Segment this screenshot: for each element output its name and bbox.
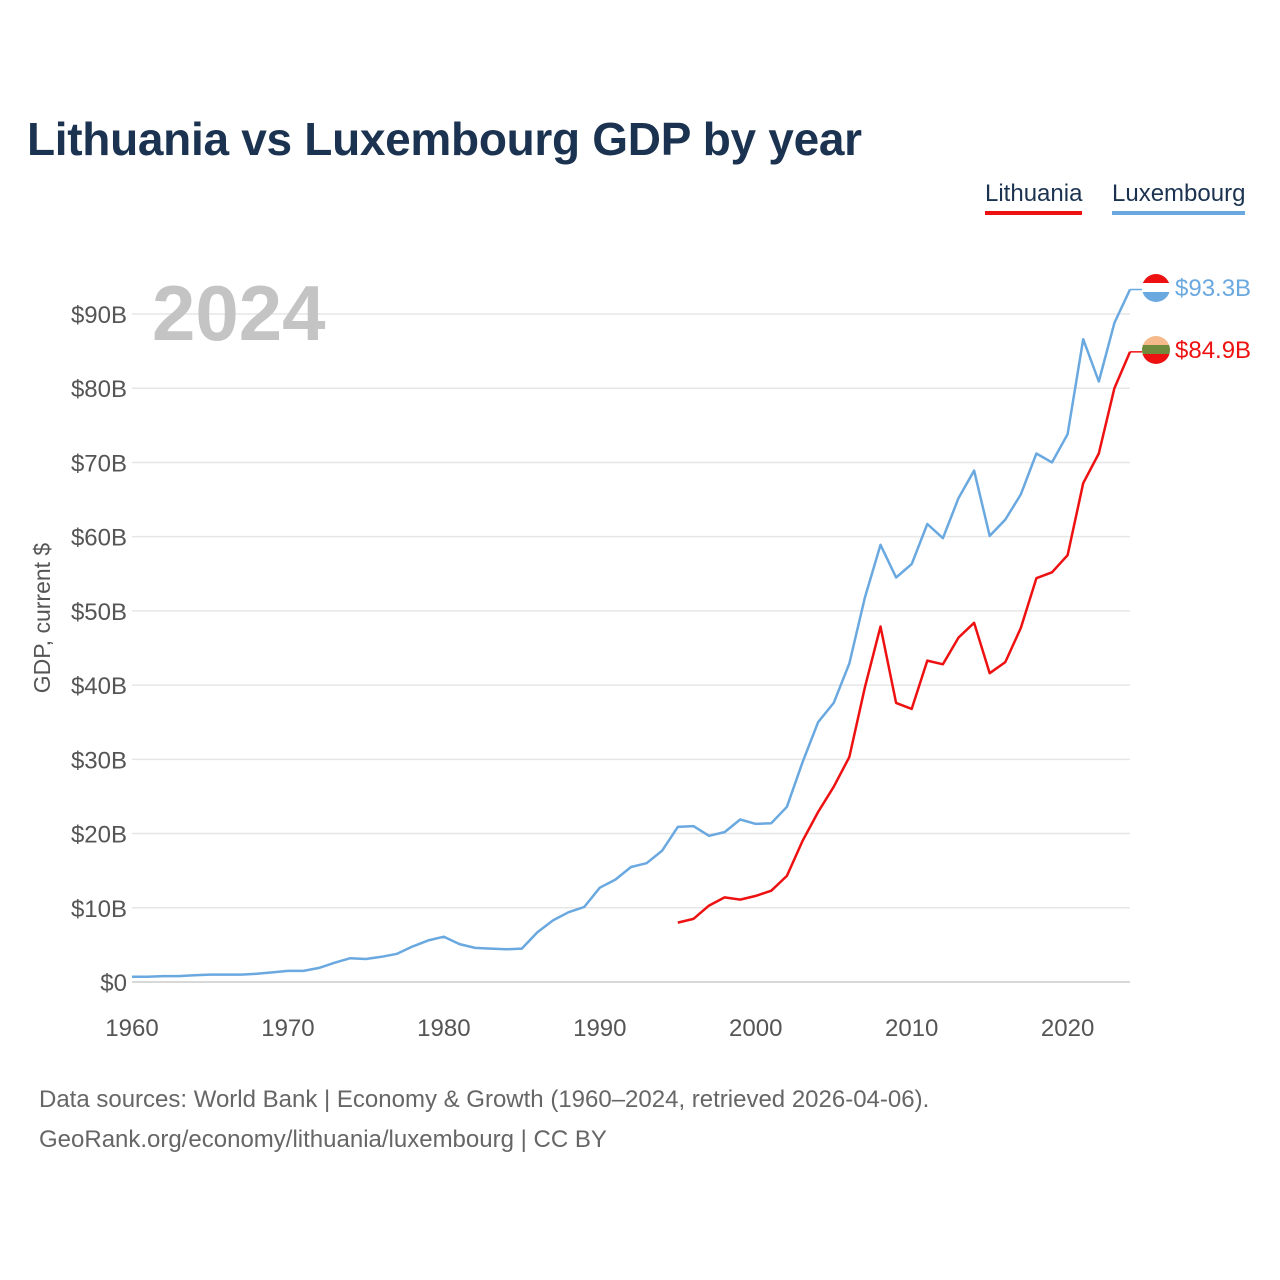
luxembourg-end-value: $93.3B xyxy=(1175,275,1251,302)
data-source-note: Data sources: World Bank | Economy & Gro… xyxy=(39,1086,930,1113)
gridlines xyxy=(132,313,1130,983)
series-line-luxembourg xyxy=(132,288,1132,979)
y-tick-label: $60B xyxy=(71,525,127,552)
credit-link[interactable]: GeoRank.org/economy/lithuania/luxembourg… xyxy=(39,1126,607,1153)
x-tick-label: 2000 xyxy=(729,1015,782,1042)
y-axis-title: GDP, current $ xyxy=(29,543,55,694)
series-line-lithuania xyxy=(677,351,1132,924)
y-tick-label: $90B xyxy=(71,302,127,329)
y-tick-label: $80B xyxy=(71,376,127,403)
x-tick-label: 1990 xyxy=(573,1015,626,1042)
y-axis: $0 $10B $20B $30B $40B $50B $60B $70B $80B $90B xyxy=(71,302,127,997)
chart-title: Lithuania vs Luxembourg GDP by year xyxy=(27,113,862,165)
y-tick-label: $30B xyxy=(71,747,127,774)
y-tick-label: $10B xyxy=(71,896,127,923)
x-tick-label: 2010 xyxy=(885,1015,938,1042)
x-axis: 1960 1970 1980 1990 2000 2010 2020 xyxy=(105,1015,1094,1042)
y-tick-label: $0 xyxy=(100,970,127,997)
x-tick-label: 2020 xyxy=(1041,1015,1094,1042)
current-year-label: 2024 xyxy=(152,269,326,357)
y-tick-label: $40B xyxy=(71,673,127,700)
y-tick-label: $50B xyxy=(71,599,127,626)
luxembourg-flag-icon xyxy=(1142,274,1170,302)
lithuania-end-value: $84.9B xyxy=(1175,337,1251,364)
lithuania-flag-icon xyxy=(1142,336,1170,364)
x-tick-label: 1960 xyxy=(105,1015,158,1042)
legend-item-lithuania[interactable]: Lithuania xyxy=(985,180,1083,215)
y-tick-label: $20B xyxy=(71,822,127,849)
series-lines xyxy=(132,288,1142,979)
line-chart: $0 $10B $20B $30B $40B $50B $60B $70B $80B $90B 1… xyxy=(29,269,1251,1042)
x-tick-label: 1980 xyxy=(417,1015,470,1042)
y-tick-label: $70B xyxy=(71,450,127,477)
x-tick-label: 1970 xyxy=(261,1015,314,1042)
legend-item-luxembourg[interactable]: Luxembourg xyxy=(1112,180,1246,215)
